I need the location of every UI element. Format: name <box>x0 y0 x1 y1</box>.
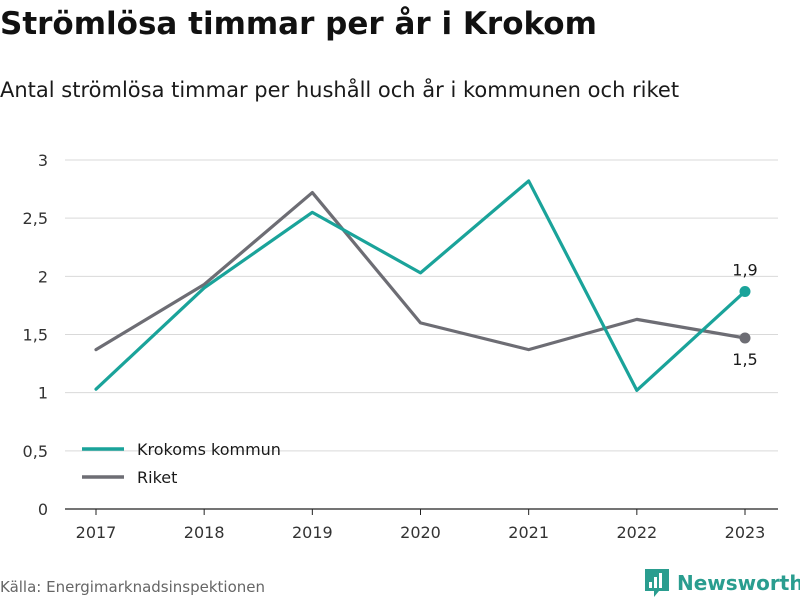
x-tick-label: 2022 <box>616 523 657 542</box>
chart-title: Strömlösa timmar per år i Krokom <box>0 6 597 42</box>
brand-logo[interactable]: Newsworthy <box>644 568 800 598</box>
x-tick-label: 2023 <box>725 523 766 542</box>
x-tick-label: 2019 <box>292 523 333 542</box>
source-text: Källa: Energimarknadsinspektionen <box>0 578 266 596</box>
y-tick-label: 1 <box>38 384 48 403</box>
y-tick-label: 0 <box>38 500 48 519</box>
series-end-point <box>739 285 751 297</box>
x-tick-label: 2017 <box>76 523 117 542</box>
y-tick-label: 2,5 <box>23 209 48 228</box>
x-tick-label: 2018 <box>184 523 225 542</box>
series-line-riket <box>94 190 747 352</box>
y-tick-label: 3 <box>38 151 48 170</box>
newsworthy-logo-icon <box>645 569 669 597</box>
chart-subtitle: Antal strömlösa timmar per hushåll och å… <box>0 78 680 102</box>
data-label: 1,9 <box>732 260 757 279</box>
series-end-point <box>739 332 751 344</box>
legend-entry: Krokoms kommun <box>137 440 281 459</box>
data-label: 1,5 <box>732 350 757 369</box>
y-tick-label: 0,5 <box>23 442 48 461</box>
y-tick-label: 1,5 <box>23 326 48 345</box>
y-tick-label: 2 <box>38 267 48 286</box>
x-tick-label: 2020 <box>400 523 441 542</box>
legend-entry: Riket <box>137 468 177 487</box>
brand-name: Newsworthy <box>677 571 800 595</box>
series-line-krokom <box>94 179 747 392</box>
x-tick-label: 2021 <box>508 523 549 542</box>
